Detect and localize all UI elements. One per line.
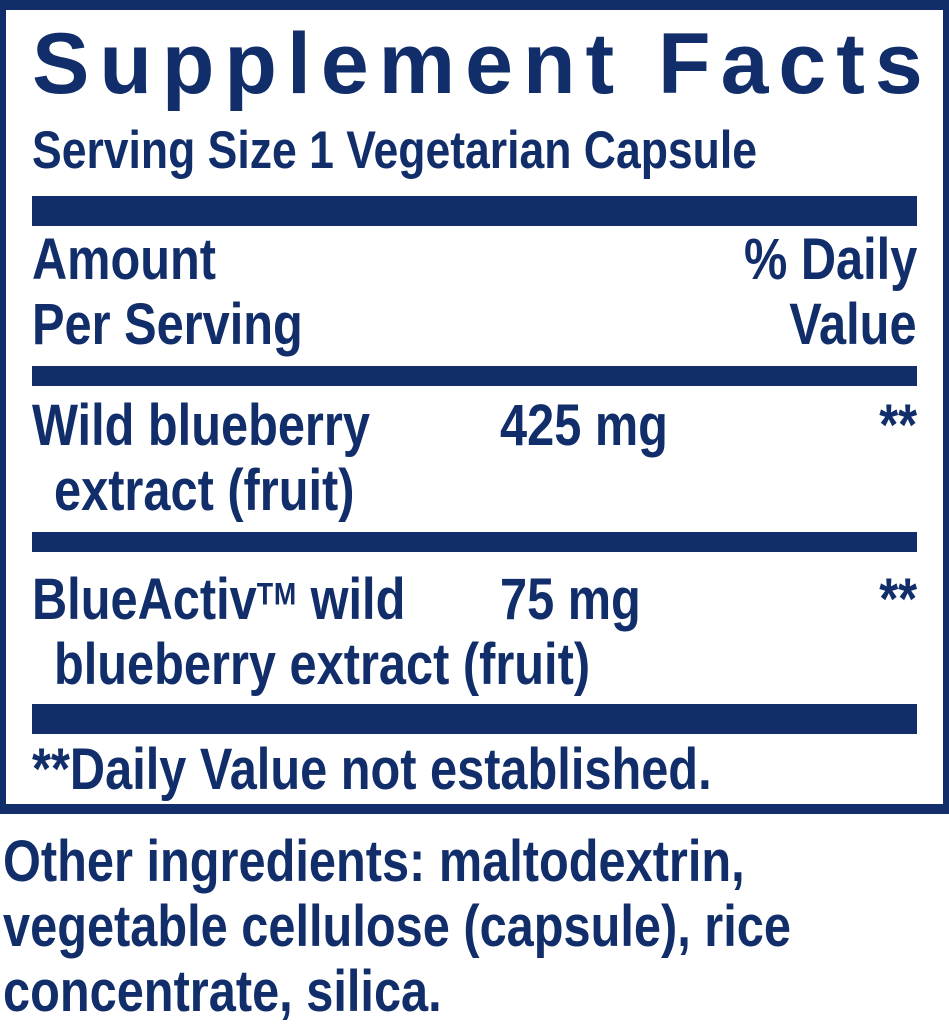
amount-header-line1: Amount xyxy=(32,226,217,292)
column-header-daily-value: % Daily Value xyxy=(711,226,917,358)
ingredient-daily-value: ** xyxy=(879,392,917,458)
other-ingredients-line3: concentrate, silica. xyxy=(3,958,442,1024)
ingredient-name-line2: extract (fruit) xyxy=(54,457,355,523)
trademark-symbol: TM xyxy=(256,575,298,612)
divider-bar-top xyxy=(32,195,917,226)
ingredient-amount: 425 mg xyxy=(500,392,668,458)
ingredient-row-blueactiv: BlueActivTM wild blueberry extract (frui… xyxy=(32,566,917,698)
column-header-amount: Amount Per Serving xyxy=(32,226,354,358)
divider-bar-header xyxy=(32,365,917,386)
amount-header-line2: Per Serving xyxy=(32,291,303,357)
serving-size-text: Serving Size 1 Vegetarian Capsule xyxy=(32,120,757,180)
panel-title: Supplement Facts xyxy=(32,16,933,112)
ingredient-name-line1: BlueActivTM wild xyxy=(32,566,406,633)
ingredient-name: BlueActivTM wild blueberry extract (frui… xyxy=(32,566,917,698)
daily-value-header-line1: % Daily xyxy=(743,226,917,292)
ingredient-name: Wild blueberry extract (fruit) xyxy=(32,392,917,524)
other-ingredients-line2: vegetable cellulose (capsule), rice xyxy=(3,893,791,959)
brand-name: BlueActiv xyxy=(32,566,257,632)
ingredient-daily-value: ** xyxy=(879,566,917,632)
divider-bar-row xyxy=(32,531,917,552)
ingredient-name-line2: blueberry extract (fruit) xyxy=(54,631,591,697)
daily-value-footnote: **Daily Value not established. xyxy=(32,736,712,802)
ingredient-name-line1: Wild blueberry xyxy=(32,392,370,458)
ingredient-name-rest: wild xyxy=(297,566,406,632)
serving-size-line: Serving Size 1 Vegetarian Capsule xyxy=(32,120,917,180)
supplement-facts-panel: Supplement Facts Serving Size 1 Vegetari… xyxy=(0,0,949,814)
ingredient-row-wild-blueberry: Wild blueberry extract (fruit) 425 mg ** xyxy=(32,392,917,524)
divider-bar-bottom xyxy=(32,703,917,734)
daily-value-header-line2: Value xyxy=(789,291,917,357)
ingredient-amount: 75 mg xyxy=(500,566,641,632)
other-ingredients-line1: Other ingredients: maltodextrin, xyxy=(3,829,745,894)
other-ingredients: Other ingredients: maltodextrin, vegetab… xyxy=(3,829,949,1024)
column-header-row: Amount Per Serving % Daily Value xyxy=(32,226,917,358)
